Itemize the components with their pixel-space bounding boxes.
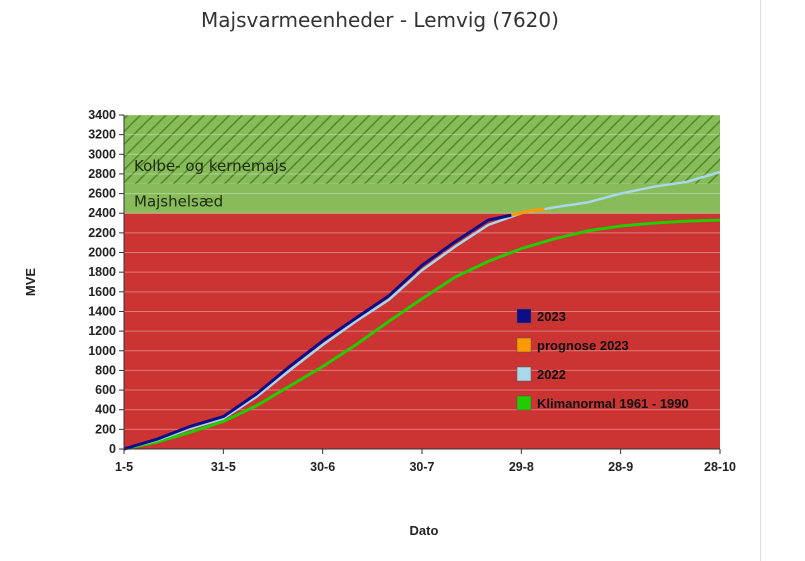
series-line-1 [511, 207, 545, 217]
x-tick-label-3: 30-7 [409, 460, 434, 474]
y-tick-label-2600: 2600 [88, 187, 116, 201]
y-tick-label-3400: 3400 [88, 108, 116, 122]
legend-swatch-1 [516, 337, 532, 353]
zone-label-majshelsaed: Majshelsæd [134, 192, 223, 210]
x-tick-label-0: 1-5 [115, 460, 133, 474]
edge-strip [761, 0, 805, 561]
legend-label-1: prognose 2023 [537, 338, 629, 353]
chart-svg: 0 200 400 600 800 1000 1200 1400 1600 1800 2000 220… [23, 108, 736, 538]
y-tick-label-1200: 1200 [88, 324, 116, 338]
x-tick-label-5: 28-9 [608, 460, 633, 474]
y-tick-label-1800: 1800 [88, 265, 116, 279]
legend-label-3: Klimanormal 1961 - 1990 [537, 396, 689, 411]
y-tick-label-2200: 2200 [88, 226, 116, 240]
y-tick-label-800: 800 [95, 363, 116, 377]
x-axis-title: Dato [410, 523, 439, 538]
y-axis-title: MVE [23, 268, 38, 297]
x-tick-label-1: 31-5 [211, 460, 236, 474]
y-tick-label-0: 0 [109, 442, 116, 456]
y-tick-label-1000: 1000 [88, 344, 116, 358]
y-tick-label-600: 600 [95, 383, 116, 397]
legend-label-2: 2022 [537, 367, 566, 382]
y-tick-label-1600: 1600 [88, 285, 116, 299]
legend-label-0: 2023 [537, 309, 566, 324]
zone-band-0 [124, 213, 720, 449]
y-tick-label-3200: 3200 [88, 128, 116, 142]
series-line-2 [123, 170, 721, 451]
y-tick-label-2800: 2800 [88, 167, 116, 181]
series-line-3 [123, 218, 721, 451]
x-tick-label-6: 28-10 [704, 460, 736, 474]
legend-swatch-3 [516, 395, 532, 411]
x-tick-label-2: 30-6 [310, 460, 335, 474]
y-tick-label-2400: 2400 [88, 206, 116, 220]
y-tick-label-400: 400 [95, 403, 116, 417]
series-line-0 [123, 213, 512, 451]
y-tick-label-1400: 1400 [88, 304, 116, 318]
chart-title: Majsvarmeenheder - Lemvig (7620) [201, 8, 559, 32]
zone-band-2 [124, 115, 720, 184]
zone-band-1 [124, 183, 720, 214]
x-tick-label-4: 29-8 [509, 460, 534, 474]
y-tick-label-200: 200 [95, 422, 116, 436]
y-tick-label-2000: 2000 [88, 246, 116, 260]
legend-swatch-2 [516, 366, 532, 382]
legend-swatch-0 [516, 308, 532, 324]
y-tick-label-3000: 3000 [88, 147, 116, 161]
zone-label-kolbe: Kolbe- og kernemajs [134, 157, 287, 175]
